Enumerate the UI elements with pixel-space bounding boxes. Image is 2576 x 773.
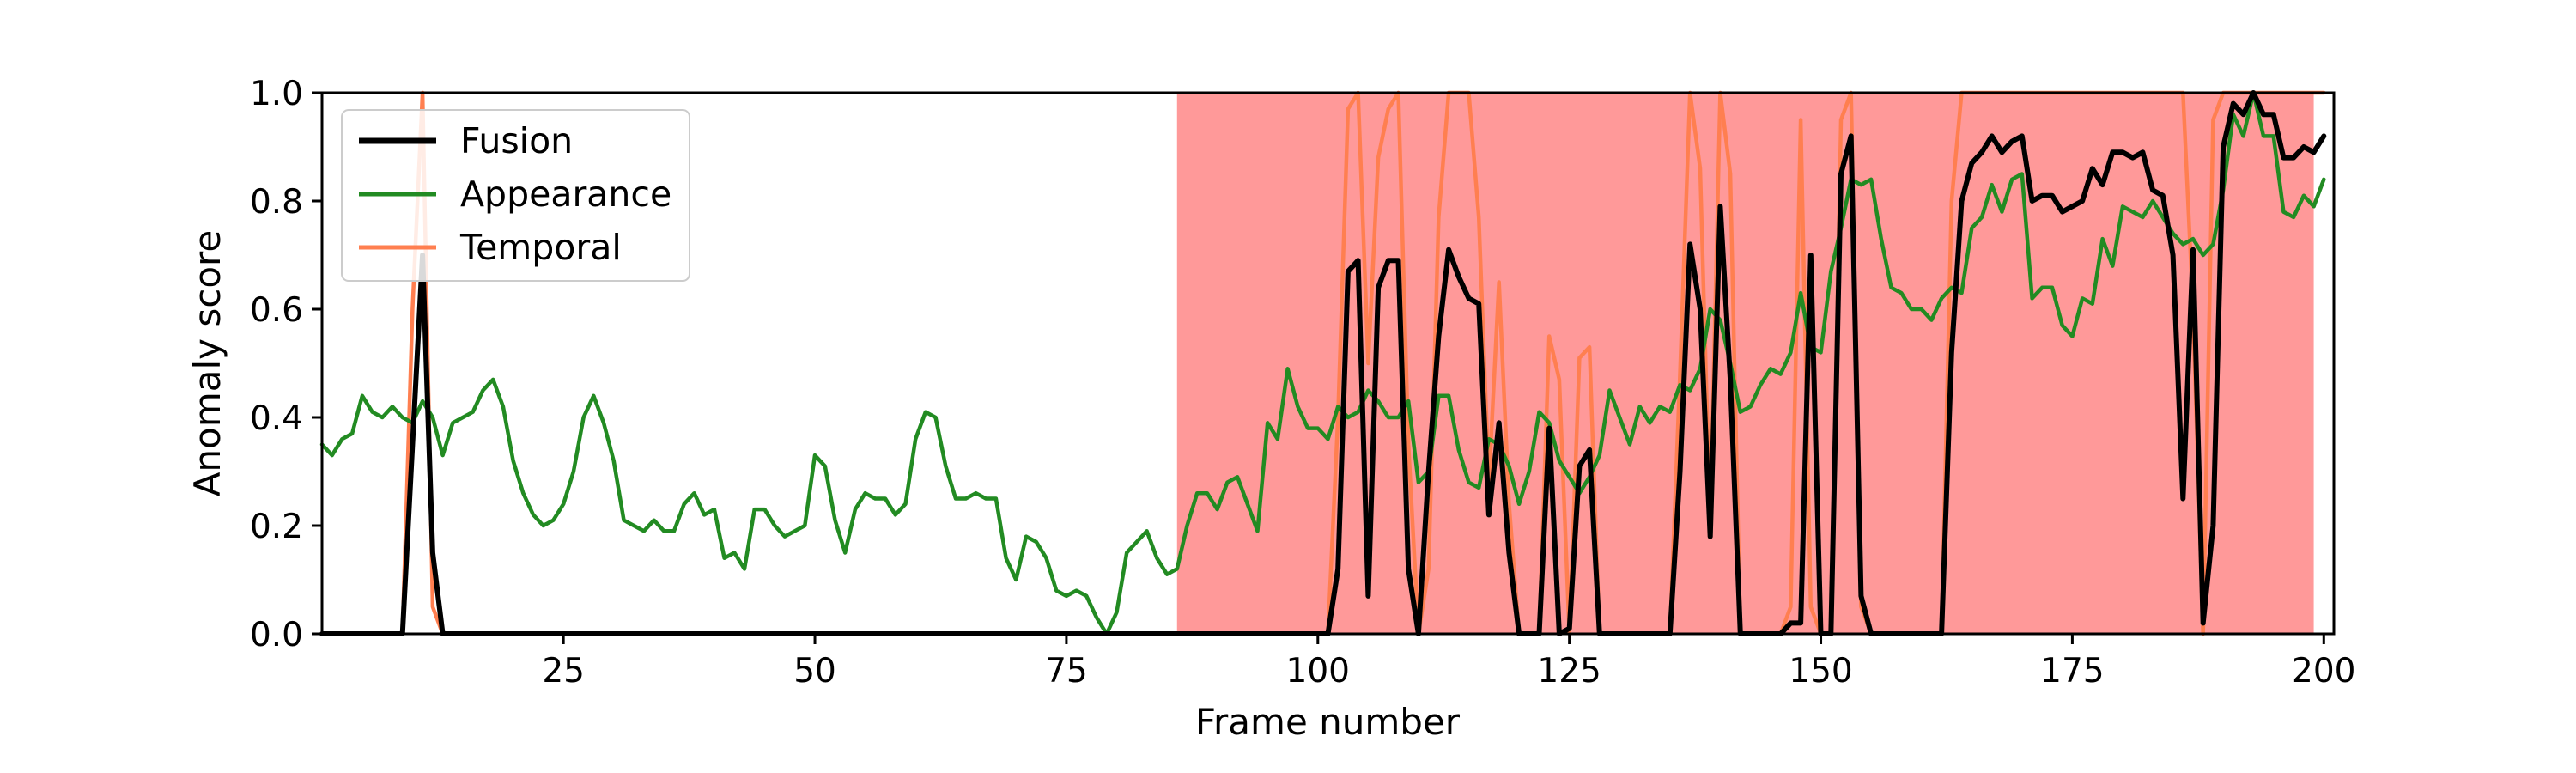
y-tick-label: 0.8 [250,183,303,222]
legend-label-appearance: Appearance [460,173,671,215]
x-axis-ticks: 25 50 75 100 125 150 175 200 [542,634,2356,691]
legend: Fusion Appearance Temporal [341,109,690,282]
x-tick-label: 200 [2292,652,2355,691]
series-line-appearance [319,90,2326,636]
series-line-fusion [319,90,2327,636]
y-axis-label: Anomaly score [186,230,228,496]
x-tick-label: 150 [1789,652,1852,691]
legend-label-temporal: Temporal [459,227,622,268]
y-tick-label: 0.2 [250,508,303,546]
x-tick-label: 175 [2040,652,2104,691]
x-tick-label: 25 [542,652,585,691]
x-tick-label: 50 [793,652,836,691]
y-tick-label: 1.0 [250,75,303,113]
x-tick-label: 125 [1537,652,1601,691]
y-tick-label: 0.0 [250,616,303,654]
y-axis-ticks: 0.0 0.2 0.4 0.6 0.8 1.0 [250,75,322,654]
x-tick-label: 100 [1286,652,1350,691]
x-axis-label: Frame number [1195,701,1461,743]
legend-label-fusion: Fusion [460,120,573,161]
y-tick-label: 0.6 [250,291,303,330]
legend-box [341,109,690,282]
y-tick-label: 0.4 [250,399,303,438]
x-tick-label: 75 [1045,652,1088,691]
plot-frame [320,91,2336,636]
